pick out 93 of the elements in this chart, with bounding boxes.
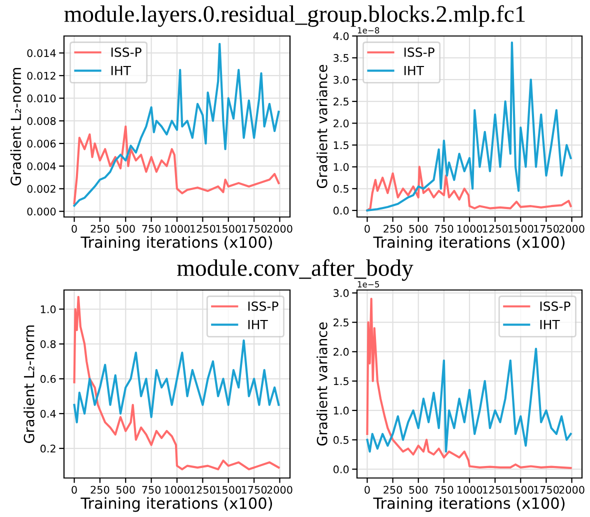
line-series xyxy=(366,41,572,212)
x-tick-label: 1500 xyxy=(216,486,241,494)
x-tick-label: 1750 xyxy=(534,486,559,494)
y-tick-label: 1.0 xyxy=(334,163,349,171)
line-series xyxy=(73,42,280,207)
legend-label: ISS-P xyxy=(248,301,278,311)
line-series xyxy=(73,339,280,424)
x-tick-label: 1500 xyxy=(216,224,241,233)
x-tick-label: 750 xyxy=(142,486,161,494)
x-tick-label: 2000 xyxy=(267,224,292,233)
x-tick-label: 750 xyxy=(434,486,454,494)
y-tick-label: 1.5 xyxy=(334,377,348,386)
y-tick-label: 1.0 xyxy=(334,406,349,415)
y-tick-label: 0.008 xyxy=(27,117,56,125)
y-tick-label: 0.6 xyxy=(40,375,56,383)
x-axis-title: Training iterations (x100) xyxy=(373,497,564,512)
x-tick-label: 1000 xyxy=(457,486,482,494)
x-tick-label: 0 xyxy=(364,224,370,233)
y-tick-label: 0.8 xyxy=(40,340,56,348)
legend-label: IHT xyxy=(404,66,424,76)
x-tick-label: 1500 xyxy=(508,224,534,233)
y-tick-label: 0.5 xyxy=(333,436,348,444)
x-tick-label: 2000 xyxy=(559,486,584,494)
y-tick-label: 3.0 xyxy=(334,76,349,84)
y-tick-label: 0.010 xyxy=(27,94,56,102)
x-tick-label: 1000 xyxy=(457,224,482,233)
x-tick-label: 1500 xyxy=(508,486,534,494)
line-series xyxy=(73,125,280,204)
text: 1e−5 xyxy=(358,281,379,288)
x-tick-label: 1250 xyxy=(482,486,508,494)
x-axis-title: Training iterations (x100) xyxy=(80,236,272,251)
legend-label: ISS-P xyxy=(111,47,142,57)
x-tick-label: 1250 xyxy=(190,486,216,494)
x-tick-label: 1000 xyxy=(164,486,190,494)
x-tick-label: 250 xyxy=(384,224,402,233)
x-tick-label: 250 xyxy=(90,224,110,233)
line-series xyxy=(366,166,572,212)
y-tick-label: 0.014 xyxy=(27,49,56,58)
x-tick-label: 500 xyxy=(409,486,428,494)
text: 1e−8 xyxy=(358,27,380,34)
legend-label: IHT xyxy=(111,66,132,76)
y-tick-label: 0.2 xyxy=(40,444,56,453)
y-axis-title: Gradient L₂-norm xyxy=(24,325,34,443)
line-series xyxy=(366,348,572,453)
x-tick-label: 0 xyxy=(364,486,370,494)
y-tick-label: 3.5 xyxy=(334,54,348,62)
y-tick-label: 0.0 xyxy=(333,206,349,215)
y-axis-title: Gradient variance xyxy=(316,322,328,446)
y-tick-label: 3.0 xyxy=(334,289,349,298)
y-tick-label: 0.000 xyxy=(27,208,56,216)
x-tick-label: 0 xyxy=(72,486,77,494)
x-tick-label: 500 xyxy=(409,224,428,233)
legend-label: ISS-P xyxy=(404,47,434,57)
x-tick-label: 1750 xyxy=(242,486,267,494)
y-tick-label: 0.0 xyxy=(333,465,349,474)
x-tick-label: 1750 xyxy=(242,224,267,233)
x-tick-label: 2000 xyxy=(267,486,292,494)
chart-title: module.conv_after_body xyxy=(177,259,414,281)
chart-title: module.layers.0.residual_group.blocks.2.mlp.fc1 xyxy=(64,5,525,27)
y-tick-label: 0.002 xyxy=(27,184,56,193)
x-tick-label: 0 xyxy=(72,224,77,233)
x-tick-label: 2000 xyxy=(559,224,584,233)
x-tick-label: 750 xyxy=(434,224,454,233)
x-tick-label: 500 xyxy=(116,486,135,494)
y-tick-label: 0.012 xyxy=(27,72,56,80)
x-tick-label: 1250 xyxy=(482,224,508,233)
x-tick-label: 1750 xyxy=(534,224,559,233)
y-tick-label: 1.5 xyxy=(334,141,348,150)
y-tick-label: 1.0 xyxy=(40,305,56,314)
x-tick-label: 500 xyxy=(116,224,135,233)
y-axis-title: Gradient variance xyxy=(316,64,328,188)
y-tick-label: 2.5 xyxy=(334,98,348,106)
y-tick-label: 2.5 xyxy=(334,318,348,326)
x-axis-title: Training iterations (x100) xyxy=(373,236,564,251)
legend-label: ISS-P xyxy=(540,301,570,311)
x-tick-label: 250 xyxy=(90,486,110,494)
x-tick-label: 1250 xyxy=(190,224,216,233)
x-tick-label: 250 xyxy=(384,486,402,494)
line-series xyxy=(366,298,572,470)
x-tick-label: 1000 xyxy=(164,224,190,233)
line-series xyxy=(73,296,280,470)
legend-label: IHT xyxy=(248,320,268,330)
y-tick-label: 4.0 xyxy=(333,32,349,40)
x-tick-label: 750 xyxy=(142,224,161,233)
y-tick-label: 0.4 xyxy=(40,410,56,418)
y-tick-label: 2.0 xyxy=(334,348,349,356)
y-tick-label: 0.004 xyxy=(27,162,56,170)
legend-label: IHT xyxy=(540,320,560,330)
y-tick-label: 0.5 xyxy=(333,184,348,193)
y-tick-label: 2.0 xyxy=(334,119,349,128)
y-tick-label: 0.006 xyxy=(27,140,56,148)
x-axis-title: Training iterations (x100) xyxy=(80,497,272,512)
y-axis-title: Gradient L₂-norm xyxy=(10,68,22,186)
